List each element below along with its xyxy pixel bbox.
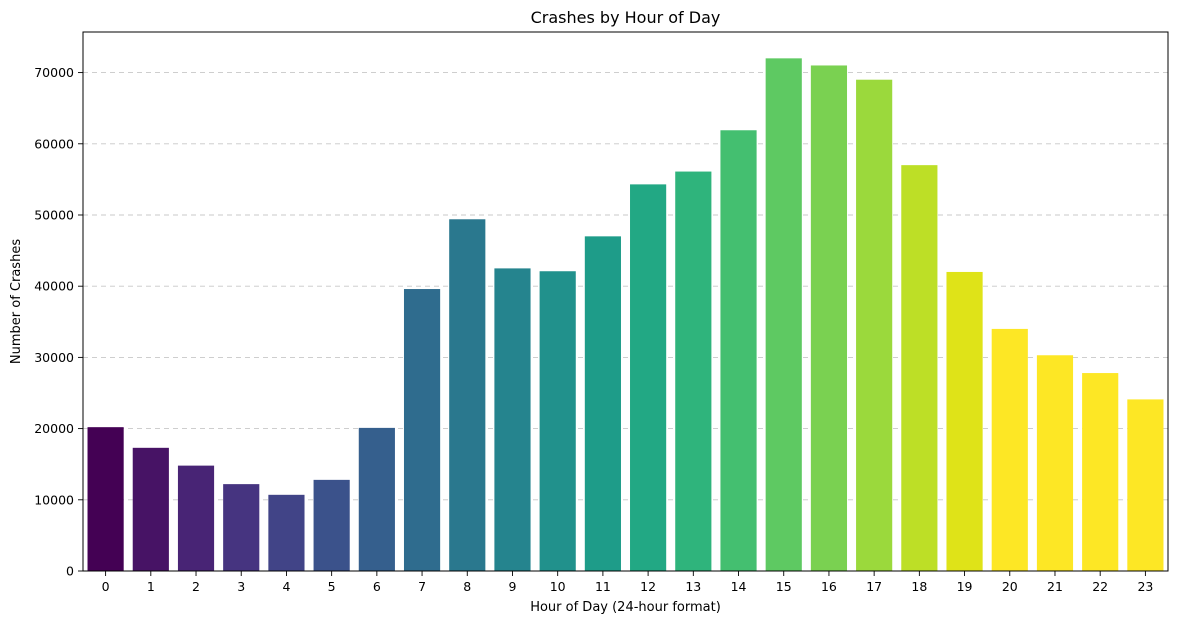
y-tick-label: 70000 (34, 65, 74, 80)
x-tick-label: 22 (1092, 579, 1108, 594)
plot-area-frame (82, 31, 1169, 572)
bar-hour-2 (177, 465, 215, 571)
x-tick-label: 1 (147, 579, 155, 594)
bar-hour-23 (1127, 399, 1164, 571)
x-tick-label: 8 (463, 579, 471, 594)
bar-hour-4 (268, 494, 305, 571)
x-axis-label: Hour of Day (24-hour format) (530, 600, 721, 615)
y-tick-label: 0 (66, 564, 74, 579)
bar-hour-6 (358, 427, 395, 571)
bar-hour-14 (720, 130, 757, 571)
bar-hour-8 (449, 219, 486, 571)
y-axis-ticks: 0 10000 20000 30000 40000 50000 60000 70000 (34, 65, 83, 579)
bar-hour-18 (901, 165, 938, 571)
x-tick-label: 3 (237, 579, 245, 594)
bar-hour-11 (584, 236, 621, 571)
bar-hour-9 (494, 268, 531, 571)
x-tick-label: 14 (731, 579, 747, 594)
bar-hour-16 (810, 65, 848, 571)
bar-hour-10 (539, 271, 576, 571)
x-tick-label: 23 (1137, 579, 1153, 594)
x-tick-label: 6 (373, 579, 381, 594)
x-tick-label: 10 (550, 579, 566, 594)
gridlines (83, 72, 1168, 501)
y-tick-label: 40000 (34, 279, 74, 294)
bar-hour-12 (630, 184, 667, 571)
x-tick-label: 21 (1047, 579, 1063, 594)
bar-hour-15 (765, 58, 802, 571)
bar-hour-5 (313, 479, 350, 571)
y-tick-label: 50000 (34, 207, 74, 222)
x-tick-label: 19 (957, 579, 973, 594)
x-tick-label: 13 (685, 579, 701, 594)
x-tick-label: 12 (640, 579, 656, 594)
bars (87, 58, 1164, 571)
bar-hour-0 (87, 427, 124, 571)
x-tick-label: 11 (595, 579, 611, 594)
x-tick-label: 2 (192, 579, 200, 594)
bar-hour-17 (856, 79, 893, 571)
x-tick-label: 17 (866, 579, 882, 594)
x-tick-label: 5 (328, 579, 336, 594)
y-axis-label: Number of Crashes (9, 239, 24, 364)
x-tick-label: 7 (418, 579, 426, 594)
x-tick-label: 15 (776, 579, 792, 594)
bar-hour-3 (223, 484, 260, 571)
y-tick-label: 10000 (34, 492, 74, 507)
x-tick-label: 16 (821, 579, 837, 594)
y-tick-label: 60000 (34, 136, 74, 151)
bar-hour-22 (1082, 373, 1119, 571)
x-tick-label: 18 (911, 579, 927, 594)
bar-hour-19 (946, 271, 983, 571)
y-tick-label: 20000 (34, 421, 74, 436)
bar-hour-1 (132, 447, 169, 571)
bar-hour-20 (991, 328, 1028, 571)
x-tick-label: 0 (102, 579, 110, 594)
x-tick-label: 20 (1002, 579, 1018, 594)
bar-hour-13 (675, 171, 712, 571)
y-tick-label: 30000 (34, 350, 74, 365)
x-axis-ticks: 0 1 2 3 4 5 6 7 8 9 10 11 12 13 14 15 16 17 18 19 20 21 22 23 (102, 571, 1153, 594)
bar-hour-21 (1036, 355, 1074, 571)
chart-title: Crashes by Hour of Day (531, 8, 721, 27)
x-tick-label: 4 (282, 579, 290, 594)
bar-hour-7 (403, 289, 441, 571)
x-tick-label: 9 (509, 579, 517, 594)
